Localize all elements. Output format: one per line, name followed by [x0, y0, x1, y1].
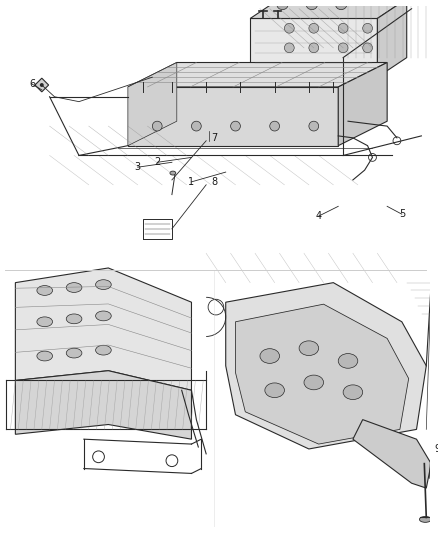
Circle shape [284, 23, 293, 33]
Polygon shape [250, 19, 377, 77]
Circle shape [335, 0, 346, 10]
Circle shape [284, 43, 293, 53]
Circle shape [362, 43, 371, 53]
Ellipse shape [418, 516, 430, 522]
Ellipse shape [66, 314, 82, 324]
Circle shape [308, 121, 318, 131]
Ellipse shape [95, 311, 111, 321]
Circle shape [152, 121, 162, 131]
Polygon shape [352, 419, 430, 488]
Ellipse shape [37, 286, 53, 295]
Circle shape [276, 0, 288, 10]
Ellipse shape [170, 171, 176, 175]
Ellipse shape [37, 351, 53, 361]
Circle shape [308, 43, 318, 53]
Polygon shape [377, 0, 406, 77]
Ellipse shape [343, 385, 362, 400]
Circle shape [230, 121, 240, 131]
Polygon shape [127, 87, 337, 146]
Circle shape [191, 121, 201, 131]
Text: 5: 5 [398, 209, 404, 219]
Circle shape [308, 62, 318, 72]
Text: 7: 7 [211, 133, 217, 143]
Polygon shape [15, 370, 191, 439]
Circle shape [362, 23, 371, 33]
Ellipse shape [95, 345, 111, 355]
Ellipse shape [66, 282, 82, 293]
Ellipse shape [259, 349, 279, 364]
Polygon shape [235, 304, 408, 444]
Text: 4: 4 [315, 211, 321, 221]
Circle shape [305, 0, 317, 10]
Text: 8: 8 [211, 177, 217, 187]
Ellipse shape [95, 280, 111, 289]
Ellipse shape [298, 341, 318, 356]
Ellipse shape [37, 317, 53, 327]
Ellipse shape [264, 383, 284, 398]
Text: 1: 1 [188, 177, 194, 187]
Circle shape [337, 23, 347, 33]
Circle shape [308, 23, 318, 33]
Text: 3: 3 [134, 162, 141, 172]
Polygon shape [127, 62, 177, 146]
Circle shape [362, 62, 371, 72]
Polygon shape [225, 282, 425, 449]
Circle shape [284, 62, 293, 72]
Ellipse shape [66, 348, 82, 358]
Text: 6: 6 [29, 79, 35, 89]
Circle shape [40, 83, 44, 87]
Polygon shape [15, 268, 191, 390]
Polygon shape [35, 78, 49, 92]
Polygon shape [250, 0, 406, 19]
Polygon shape [337, 62, 386, 146]
Ellipse shape [303, 375, 323, 390]
Text: 9: 9 [433, 444, 438, 454]
Polygon shape [127, 62, 386, 87]
Circle shape [269, 121, 279, 131]
Ellipse shape [337, 353, 357, 368]
Circle shape [337, 43, 347, 53]
Circle shape [337, 62, 347, 72]
Text: 2: 2 [154, 157, 160, 167]
